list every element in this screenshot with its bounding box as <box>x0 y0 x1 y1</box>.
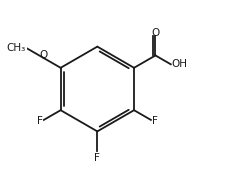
Text: F: F <box>151 116 157 126</box>
Text: F: F <box>94 153 100 163</box>
Text: OH: OH <box>171 59 187 69</box>
Text: CH₃: CH₃ <box>6 43 25 53</box>
Text: O: O <box>40 50 48 61</box>
Text: F: F <box>37 116 43 126</box>
Text: O: O <box>151 28 159 38</box>
